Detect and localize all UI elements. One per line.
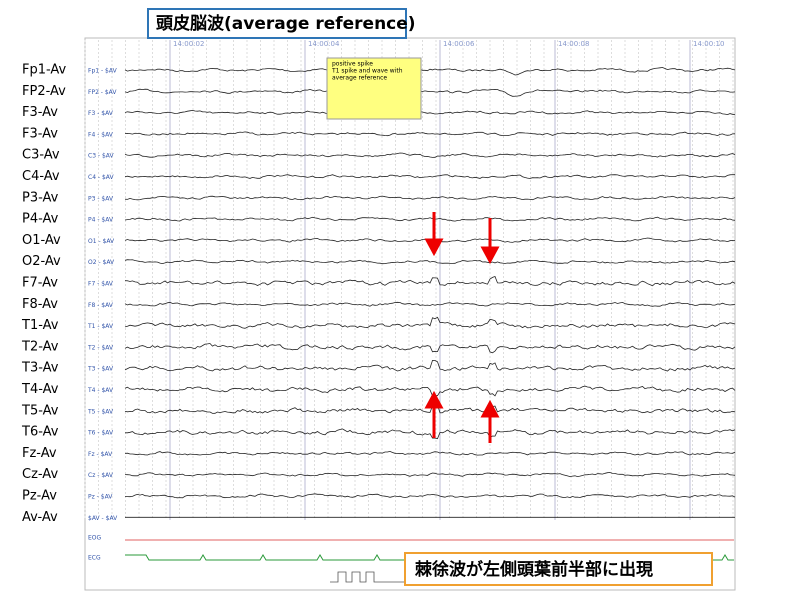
channel-label: Fz-Av	[22, 446, 57, 461]
eeg-trace	[124, 216, 736, 222]
extra-label: ECG	[88, 555, 101, 562]
eeg-trace	[125, 428, 736, 440]
eeg-trace	[124, 404, 736, 414]
montage-label: T3 - $AV	[87, 366, 114, 373]
montage-label: Pz - $AV	[88, 494, 113, 501]
montage-label: Fp1 - $AV	[88, 68, 118, 75]
montage-label: F4 - $AV	[88, 131, 114, 138]
note-line: T1 spike and wave with	[331, 68, 403, 75]
channel-label: F7-Av	[22, 276, 58, 291]
title: 頭皮脳波(average reference)	[156, 13, 416, 34]
montage-label: FP2 - $AV	[88, 89, 117, 96]
eeg-trace	[124, 450, 736, 456]
time-label: 14:00:08	[558, 40, 589, 48]
eeg-trace	[124, 316, 736, 329]
montage-label: F7 - $AV	[88, 281, 114, 288]
channel-label: FP2-Av	[22, 84, 66, 99]
extra-label: EOG	[88, 535, 102, 542]
channel-label: O1-Av	[22, 233, 61, 248]
eeg-trace	[124, 343, 736, 354]
channel-label: F3-Av	[22, 126, 58, 141]
pulse-trace	[330, 571, 405, 583]
montage-label: C3 - $AV	[88, 153, 115, 160]
eeg-trace	[124, 275, 736, 287]
traces	[124, 67, 736, 583]
montage-label: F8 - $AV	[88, 302, 114, 309]
eeg-trace	[124, 174, 736, 179]
montage-label: Cz - $AV	[88, 472, 114, 479]
eeg-trace	[124, 385, 736, 397]
eeg-trace	[124, 493, 736, 499]
eeg-trace	[124, 152, 736, 158]
montage-label: $AV - $AV	[88, 515, 118, 522]
note-box	[326, 57, 422, 120]
montage-label: O2 - $AV	[88, 259, 115, 266]
eeg-trace	[124, 88, 736, 97]
eeg-trace	[124, 472, 736, 478]
eeg-trace	[124, 67, 736, 76]
grid	[84, 40, 734, 520]
montage-label: P3 - $AV	[88, 195, 114, 202]
channel-label: T1-Av	[21, 318, 59, 333]
time-label: 14:00:06	[443, 40, 475, 48]
montage-label: T2 - $AV	[87, 344, 114, 351]
channel-label: Cz-Av	[22, 467, 58, 482]
channel-label: T2-Av	[21, 339, 59, 354]
montage-label: Fz - $AV	[88, 451, 113, 458]
caption-box	[404, 552, 713, 586]
channel-label: T6-Av	[21, 425, 59, 440]
channel-label: F3-Av	[22, 105, 58, 120]
eeg-trace	[124, 359, 736, 372]
channel-label: C3-Av	[22, 148, 60, 163]
channel-label: T4-Av	[21, 382, 59, 397]
channel-label: O2-Av	[22, 254, 61, 269]
arrows	[424, 212, 500, 443]
channel-label: P3-Av	[22, 190, 59, 205]
eeg-trace	[124, 259, 736, 265]
eeg-trace	[124, 131, 736, 137]
montage-label: F3 - $AV	[88, 110, 114, 117]
channel-label: Pz-Av	[22, 489, 57, 504]
montage-label: O1 - $AV	[88, 238, 115, 245]
channel-label: Fp1-Av	[22, 63, 67, 78]
labels: 14:00:02 14:00:04 14:00:06 14:00:08 14:00:10…	[21, 40, 724, 562]
eeg-trace	[124, 109, 736, 116]
time-label: 14:00:02	[173, 40, 204, 48]
channel-label: T5-Av	[21, 403, 59, 418]
eeg-trace	[124, 301, 736, 307]
channel-label: Av-Av	[22, 510, 58, 525]
montage-label: P4 - $AV	[88, 217, 114, 224]
channel-label: F8-Av	[22, 297, 58, 312]
montage-label: T6 - $AV	[87, 430, 114, 437]
time-label: 14:00:10	[693, 40, 724, 48]
montage-label: C4 - $AV	[88, 174, 115, 181]
channel-label: C4-Av	[22, 169, 60, 184]
time-label: 14:00:04	[308, 40, 340, 48]
note-line: positive spike	[332, 61, 373, 68]
channel-label: T3-Av	[21, 361, 59, 376]
title-box	[147, 8, 407, 39]
montage-label: T5 - $AV	[87, 408, 114, 415]
note-line: average reference	[332, 75, 387, 82]
caption: 棘徐波が左側頭葉前半部に出現	[415, 559, 653, 580]
channel-label: P4-Av	[22, 212, 59, 227]
eeg-panel	[84, 37, 736, 591]
eeg-trace	[124, 195, 736, 201]
montage-label: T4 - $AV	[87, 387, 114, 394]
montage-label: T1 - $AV	[87, 323, 114, 330]
